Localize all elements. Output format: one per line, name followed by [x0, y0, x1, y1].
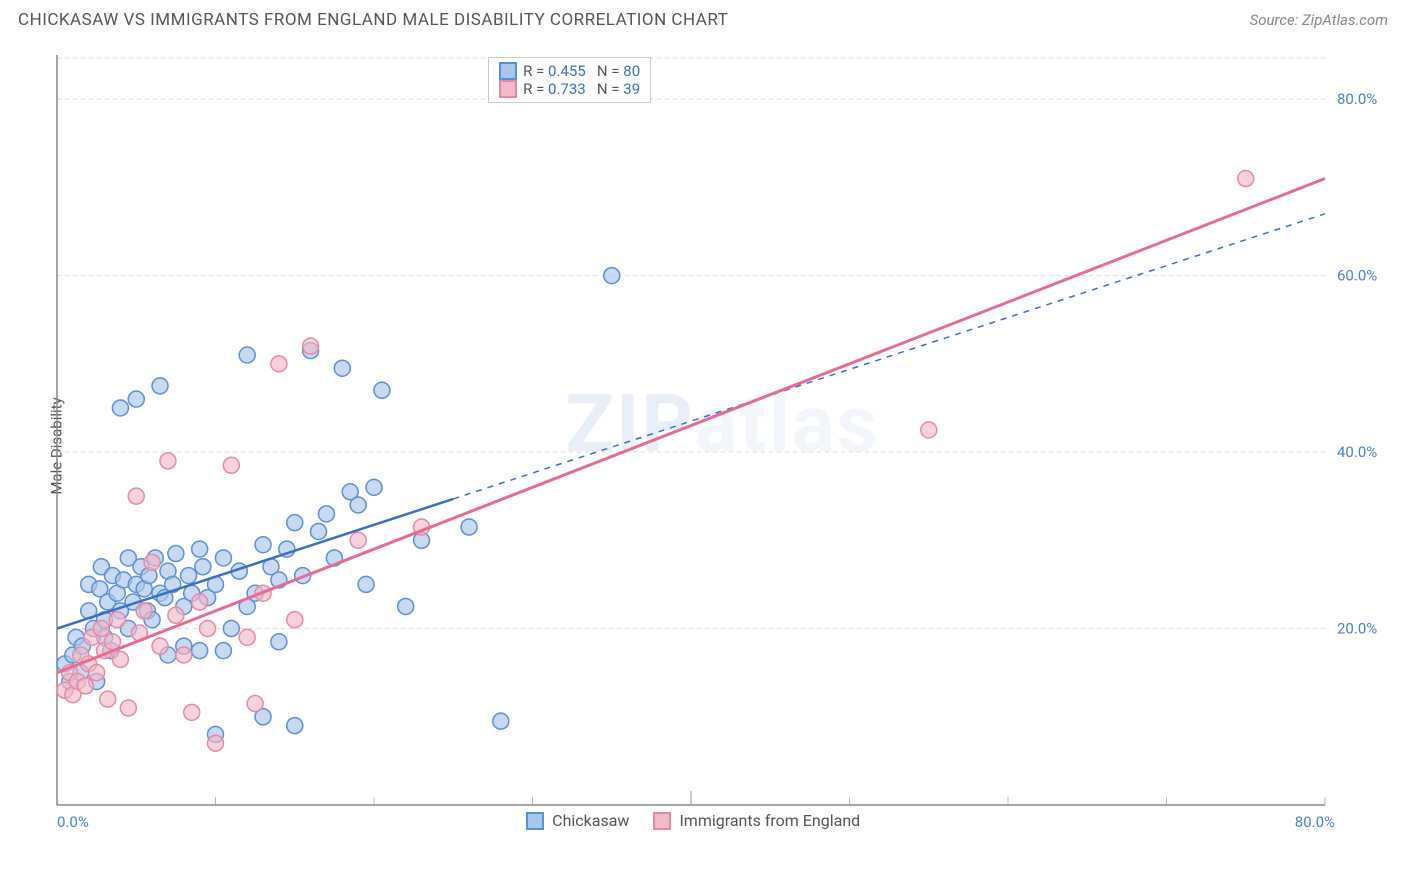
data-point [921, 422, 937, 438]
data-point [215, 643, 231, 659]
data-point [176, 647, 192, 663]
data-point [287, 612, 303, 628]
scatter-plot: 20.0% 40.0% 60.0% 80.0% 0.0% 80.0% [55, 45, 1390, 835]
data-point [168, 607, 184, 623]
svg-text:40.0%: 40.0% [1337, 443, 1377, 461]
data-point [271, 634, 287, 650]
data-point [287, 515, 303, 531]
data-point [311, 523, 327, 539]
legend-stats: R = 0.455 N = 80 [523, 62, 640, 80]
data-point [303, 338, 319, 354]
data-point [461, 519, 477, 535]
data-point [112, 651, 128, 667]
svg-text:80.0%: 80.0% [1295, 813, 1335, 831]
data-point [1238, 171, 1254, 187]
correlation-legend: R = 0.455 N = 80R = 0.733 N = 39 [488, 57, 651, 103]
legend-row: R = 0.455 N = 80 [499, 62, 640, 80]
data-point [366, 479, 382, 495]
data-point [100, 691, 116, 707]
svg-text:0.0%: 0.0% [57, 813, 89, 831]
legend-swatch [499, 80, 517, 98]
legend-row: R = 0.733 N = 39 [499, 80, 640, 98]
data-point [184, 704, 200, 720]
data-point [604, 268, 620, 284]
data-point [152, 638, 168, 654]
data-point [93, 621, 109, 637]
source-label: Source: ZipAtlas.com [1250, 11, 1388, 29]
data-point [109, 612, 125, 628]
data-point [181, 568, 197, 584]
data-point [215, 550, 231, 566]
data-point [192, 643, 208, 659]
data-point [128, 488, 144, 504]
data-point [350, 497, 366, 513]
data-point [78, 678, 94, 694]
data-point [192, 541, 208, 557]
data-point [350, 532, 366, 548]
series-legend: Chickasaw Immigrants from England [526, 811, 860, 830]
data-point [195, 559, 211, 575]
series-label: Immigrants from England [679, 811, 860, 830]
series-legend-item: Immigrants from England [653, 811, 860, 830]
data-point [136, 603, 152, 619]
data-point [247, 696, 263, 712]
data-point [239, 629, 255, 645]
legend-swatch [653, 812, 671, 830]
legend-swatch [526, 812, 544, 830]
data-point [374, 382, 390, 398]
series-legend-item: Chickasaw [526, 811, 629, 830]
data-point [168, 546, 184, 562]
data-point [223, 621, 239, 637]
series-label: Chickasaw [552, 811, 629, 830]
data-point [239, 347, 255, 363]
data-point [318, 506, 334, 522]
legend-stats: R = 0.733 N = 39 [523, 80, 640, 98]
chart-title: CHICKASAW VS IMMIGRANTS FROM ENGLAND MAL… [18, 10, 728, 30]
data-point [223, 457, 239, 473]
data-point [200, 621, 216, 637]
data-point [398, 598, 414, 614]
data-point [160, 453, 176, 469]
legend-swatch [499, 62, 517, 80]
data-point [192, 594, 208, 610]
chart-area: ZIPatlas 20.0%40.0%60.0%80.0%0.0%80.0% [55, 45, 1390, 835]
data-point [128, 391, 144, 407]
data-point [334, 360, 350, 376]
data-point [144, 554, 160, 570]
svg-text:60.0%: 60.0% [1337, 267, 1377, 285]
data-point [120, 700, 136, 716]
data-point [271, 356, 287, 372]
svg-text:20.0%: 20.0% [1337, 620, 1377, 638]
data-point [287, 718, 303, 734]
data-point [89, 665, 105, 681]
data-point [255, 537, 271, 553]
svg-text:80.0%: 80.0% [1337, 90, 1377, 108]
data-point [208, 735, 224, 751]
data-point [152, 378, 168, 394]
data-point [112, 400, 128, 416]
data-point [493, 713, 509, 729]
data-point [358, 576, 374, 592]
